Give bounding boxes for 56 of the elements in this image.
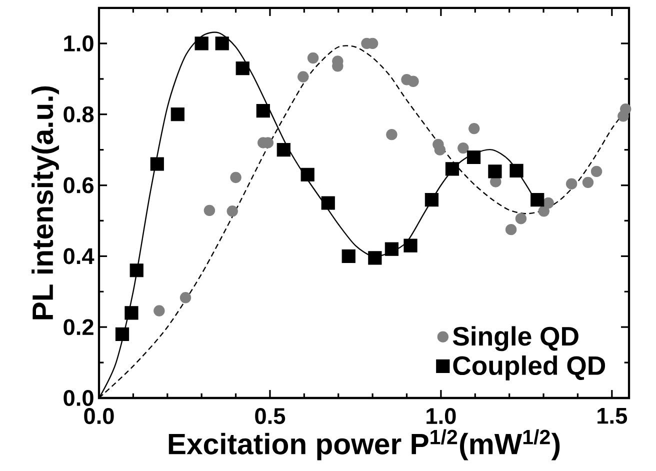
point [342,249,356,263]
legend-label: Coupled QD [453,355,606,380]
point [620,103,632,115]
point [542,197,554,209]
point [321,196,335,210]
y-tick-label: 0.6 [64,177,94,194]
point [368,251,382,265]
point [194,36,208,50]
x-tick-label: 0.5 [255,408,286,424]
point [566,178,578,190]
point [538,206,550,217]
point [215,36,229,50]
point [150,157,164,171]
point [307,52,319,64]
point [236,61,250,76]
point [434,144,446,156]
point [115,327,130,341]
point [468,122,480,134]
point [298,71,309,82]
point [424,193,439,207]
point [505,224,517,236]
y-tick-label: 0.2 [64,319,94,336]
x-axis-title: Excitation power P$^{1/2}$(mW$^{1/2}$) [168,429,560,460]
y-tick-label: 1.0 [64,35,94,52]
point [180,292,192,304]
y-axis-title: PL intensity(a.u.) [32,86,59,320]
point [170,108,184,122]
x-tick-label: 1.0 [426,408,456,424]
y-tick-label: 0.0 [64,390,94,406]
point [404,238,418,252]
point [488,164,502,178]
legend-label: Single QD [452,326,578,352]
y-tick-label: 0.4 [64,248,94,264]
point [130,264,144,278]
point [530,193,544,207]
point [124,306,138,320]
point [582,176,594,188]
point [386,128,398,140]
point [510,164,524,178]
point [515,212,527,224]
point [256,104,270,118]
point [458,142,469,154]
point [384,242,399,256]
point [154,305,165,316]
point [408,76,419,87]
point [300,168,314,182]
point [230,172,242,184]
point [445,162,460,176]
point [466,150,481,164]
point [226,206,238,217]
x-tick-label: 0.0 [84,408,114,424]
point [204,204,216,216]
y-tick-label: 0.8 [64,106,94,122]
x-tick-label: 1.5 [598,408,628,424]
point [276,143,290,157]
point [590,166,602,178]
